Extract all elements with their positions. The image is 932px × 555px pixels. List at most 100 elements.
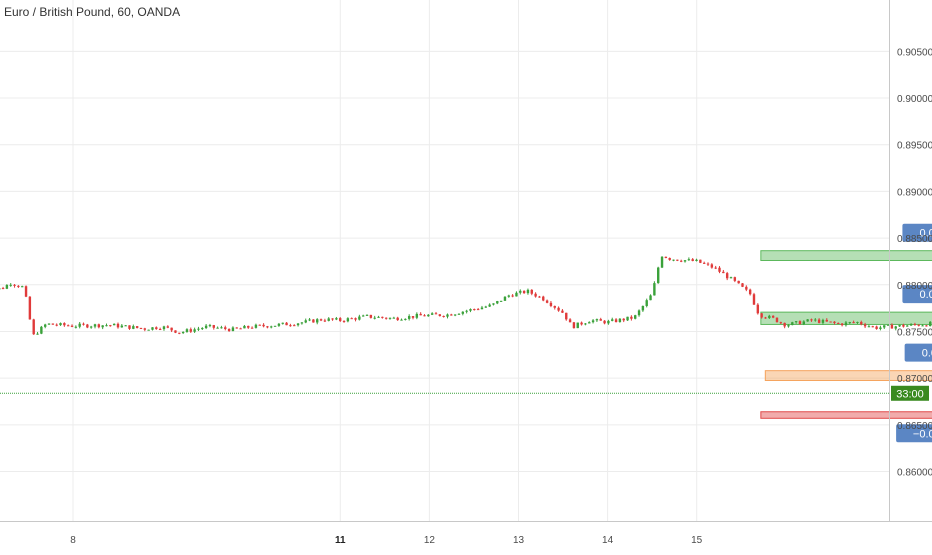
- candle-body: [684, 260, 686, 261]
- candle-body: [354, 318, 356, 319]
- candle-body: [780, 322, 782, 323]
- candle-body: [557, 308, 559, 311]
- candle-body: [301, 322, 303, 323]
- candle-body: [619, 319, 621, 322]
- candle-body: [672, 260, 674, 261]
- candle-body: [737, 281, 739, 283]
- candle-body: [554, 306, 556, 308]
- candle-body: [377, 317, 379, 318]
- candle-body: [768, 316, 770, 318]
- candle-body: [243, 326, 245, 328]
- candle-body: [454, 314, 456, 315]
- x-tick-label: 14: [602, 535, 614, 546]
- candle-body: [849, 322, 851, 323]
- candle-body: [293, 325, 295, 326]
- candle-body: [282, 323, 284, 324]
- candle-body: [803, 321, 805, 324]
- candle-body: [362, 316, 364, 317]
- candle-body: [638, 310, 640, 315]
- candle-body: [155, 327, 157, 329]
- candle-body: [764, 317, 766, 318]
- candle-body: [511, 296, 513, 297]
- candle-body: [818, 320, 820, 323]
- candle-body: [393, 318, 395, 319]
- candle-body: [446, 314, 448, 316]
- y-tick-label: 0.90000: [897, 94, 932, 105]
- candle-body: [328, 318, 330, 320]
- candle-body: [898, 325, 900, 326]
- candle-body: [929, 322, 931, 326]
- candle-body: [128, 325, 130, 329]
- candle-body: [852, 322, 854, 323]
- candle-body: [101, 325, 103, 327]
- candle-body: [550, 303, 552, 306]
- candle-body: [902, 325, 904, 327]
- candle-body: [462, 312, 464, 314]
- candle-body: [757, 305, 759, 314]
- candle-body: [872, 326, 874, 327]
- candle-body: [791, 322, 793, 325]
- candle-body: [75, 327, 77, 328]
- candle-body: [259, 325, 261, 326]
- candle-body: [584, 323, 586, 324]
- candle-body: [814, 320, 816, 321]
- candle-body: [216, 328, 218, 329]
- y-tick-label: 0.86500: [897, 421, 932, 432]
- candle-body: [657, 268, 659, 284]
- candle-body: [67, 325, 69, 326]
- x-tick-label: 8: [70, 535, 76, 546]
- candle-body: [676, 260, 678, 261]
- candle-body: [331, 318, 333, 319]
- candle-body: [385, 318, 387, 319]
- current-price-label: 33:00: [896, 388, 924, 400]
- candle-body: [209, 325, 211, 326]
- candle-body: [124, 325, 126, 326]
- candle-body: [726, 273, 728, 278]
- candle-body: [845, 322, 847, 325]
- candle-body: [531, 290, 533, 294]
- candle-body: [538, 297, 540, 298]
- candle-body: [910, 324, 912, 325]
- candle-body: [98, 324, 100, 327]
- candle-body: [883, 325, 885, 327]
- candle-body: [59, 323, 61, 325]
- candle-body: [630, 317, 632, 319]
- candle-body: [534, 294, 536, 297]
- candle-body: [48, 324, 50, 325]
- candle-body: [224, 327, 226, 329]
- candle-body: [833, 322, 835, 323]
- candle-body: [213, 325, 215, 328]
- candle-body: [90, 327, 92, 328]
- candle-body: [2, 288, 4, 289]
- candle-body: [711, 264, 713, 267]
- candle-body: [285, 323, 287, 325]
- candle-body: [308, 319, 310, 320]
- candle-body: [320, 319, 322, 320]
- candle-body: [193, 329, 195, 331]
- candle-body: [289, 325, 291, 326]
- candle-body: [485, 307, 487, 308]
- candle-body: [232, 327, 234, 331]
- candle-body: [749, 290, 751, 295]
- x-tick-label: 12: [424, 535, 436, 546]
- candle-body: [707, 264, 709, 265]
- candle-body: [826, 320, 828, 322]
- candle-body: [113, 324, 115, 325]
- candle-body: [450, 314, 452, 315]
- candle-body: [186, 329, 188, 332]
- candle-body: [887, 325, 889, 326]
- candle-body: [665, 257, 667, 258]
- x-tick-label: 13: [513, 535, 525, 546]
- candle-body: [262, 325, 264, 326]
- candle-body: [626, 317, 628, 321]
- candle-body: [52, 324, 54, 325]
- candle-body: [722, 272, 724, 273]
- candle-body: [305, 320, 307, 322]
- candle-body: [170, 328, 172, 331]
- candle-body: [688, 259, 690, 260]
- candle-body: [603, 321, 605, 324]
- candle-body: [921, 325, 923, 326]
